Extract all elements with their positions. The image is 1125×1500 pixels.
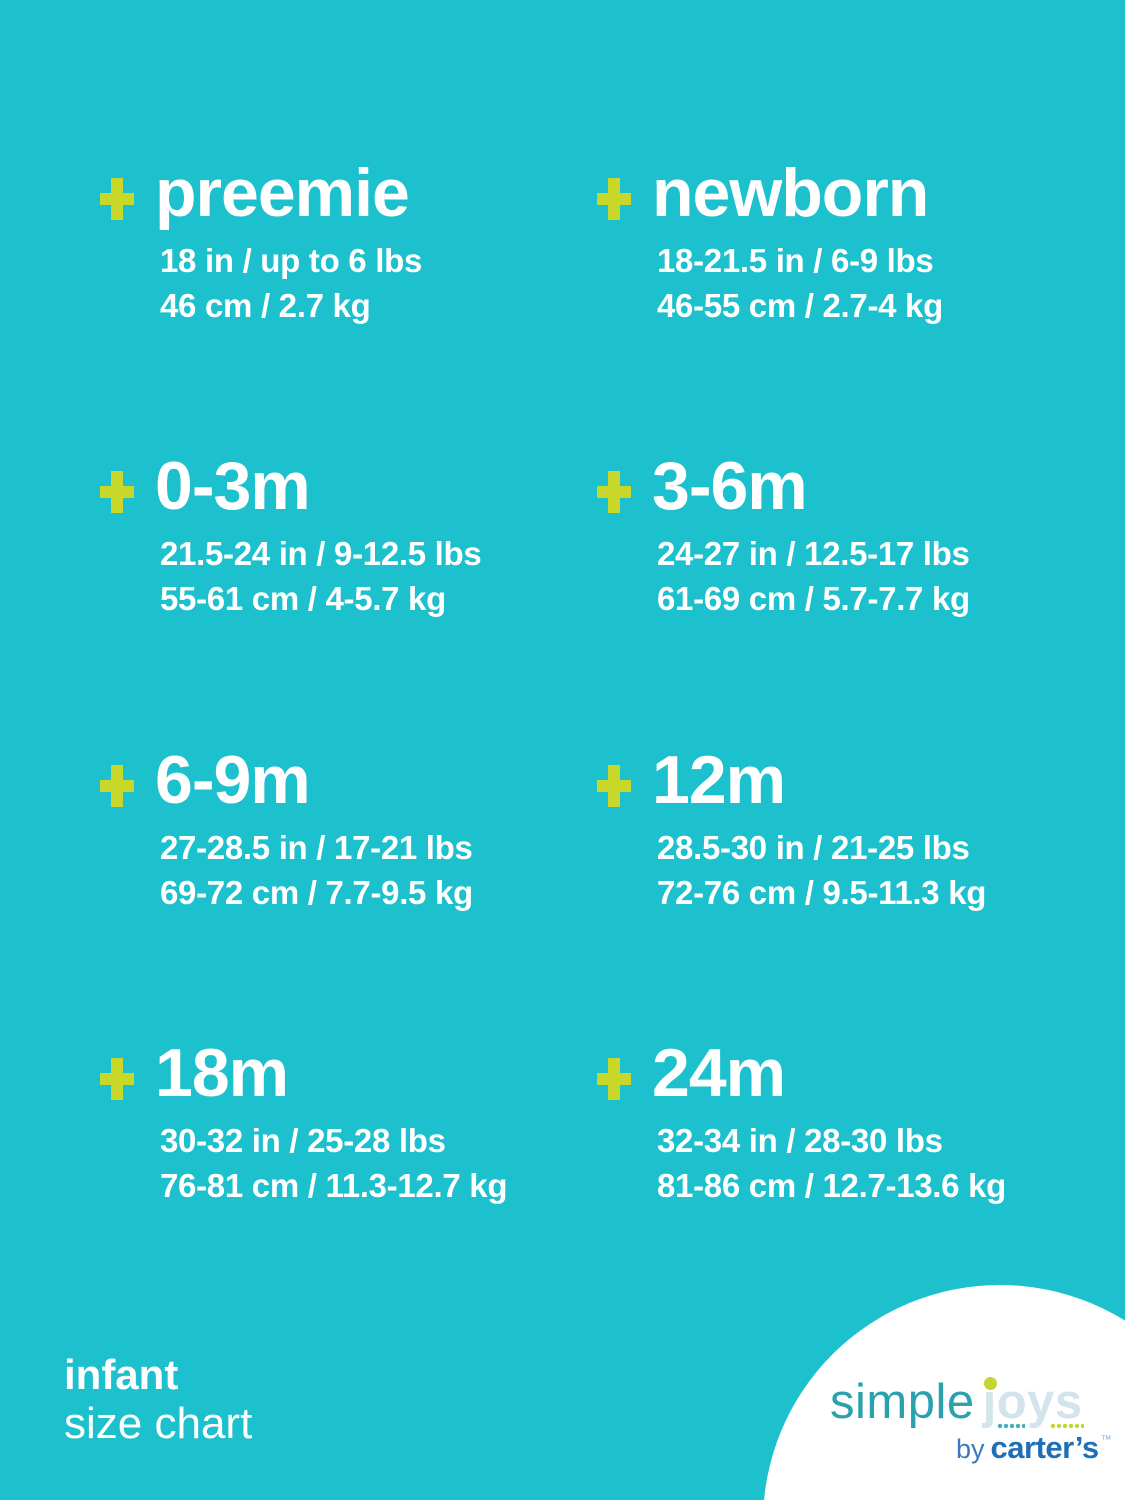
size-metric: 46 cm / 2.7 kg: [160, 287, 371, 324]
brand-byline: by carter’s ™: [956, 1430, 1112, 1466]
size-metric: 69-72 cm / 7.7-9.5 kg: [160, 874, 473, 911]
size-metric: 55-61 cm / 4-5.7 kg: [160, 580, 446, 617]
size-name: 12m: [652, 742, 786, 818]
dotted-underline-yellow-icon: [1050, 1423, 1084, 1429]
size-metric: 81-86 cm / 12.7-13.6 kg: [657, 1167, 1006, 1204]
footer-category: infant: [64, 1351, 179, 1398]
plus-icon: [597, 471, 631, 513]
size-imperial: 28.5-30 in / 21-25 lbs: [657, 829, 970, 866]
size-section-preemie: preemie 18 in / up to 6 lbs 46 cm / 2.7 …: [100, 158, 570, 328]
size-imperial: 18-21.5 in / 6-9 lbs: [657, 242, 934, 279]
brand-logo: simple joys: [830, 1374, 1083, 1430]
size-name: 18m: [155, 1035, 289, 1111]
logo-by: by: [956, 1434, 985, 1464]
size-imperial: 21.5-24 in / 9-12.5 lbs: [160, 535, 482, 572]
size-section-24m: 24m 32-34 in / 28-30 lbs 81-86 cm / 12.7…: [597, 1038, 1067, 1208]
size-name: preemie: [155, 155, 410, 231]
logo-word-joys-text: joys: [982, 1375, 1083, 1429]
plus-icon: [100, 471, 134, 513]
size-imperial: 27-28.5 in / 17-21 lbs: [160, 829, 473, 866]
size-imperial: 24-27 in / 12.5-17 lbs: [657, 535, 970, 572]
size-section-18m: 18m 30-32 in / 25-28 lbs 76-81 cm / 11.3…: [100, 1038, 570, 1208]
joys-j-dot-icon: [983, 1377, 997, 1390]
size-name: newborn: [652, 155, 929, 231]
trademark-symbol: ™: [1100, 1434, 1112, 1446]
size-name: 6-9m: [155, 742, 311, 818]
size-section-3-6m: 3-6m 24-27 in / 12.5-17 lbs 61-69 cm / 5…: [597, 451, 1067, 621]
size-name: 24m: [652, 1035, 786, 1111]
plus-icon: [100, 178, 134, 220]
plus-icon: [597, 765, 631, 807]
size-metric: 46-55 cm / 2.7-4 kg: [657, 287, 943, 324]
size-name: 0-3m: [155, 448, 311, 524]
size-imperial: 32-34 in / 28-30 lbs: [657, 1122, 943, 1159]
size-metric: 61-69 cm / 5.7-7.7 kg: [657, 580, 970, 617]
logo-brand-name: carter’s: [990, 1430, 1100, 1465]
plus-icon: [597, 1058, 631, 1100]
plus-icon: [597, 178, 631, 220]
size-section-0-3m: 0-3m 21.5-24 in / 9-12.5 lbs 55-61 cm / …: [100, 451, 570, 621]
logo-word-simple: simple: [830, 1375, 975, 1429]
size-section-6-9m: 6-9m 27-28.5 in / 17-21 lbs 69-72 cm / 7…: [100, 745, 570, 915]
size-name: 3-6m: [652, 448, 808, 524]
logo-word-joys: joys: [983, 1374, 1083, 1430]
plus-icon: [100, 1058, 134, 1100]
size-metric: 76-81 cm / 11.3-12.7 kg: [160, 1167, 508, 1204]
size-imperial: 18 in / up to 6 lbs: [160, 242, 423, 279]
footer-subtitle: size chart: [64, 1399, 253, 1448]
size-imperial: 30-32 in / 25-28 lbs: [160, 1122, 446, 1159]
size-section-12m: 12m 28.5-30 in / 21-25 lbs 72-76 cm / 9.…: [597, 745, 1067, 915]
size-metric: 72-76 cm / 9.5-11.3 kg: [657, 874, 987, 911]
plus-icon: [100, 765, 134, 807]
footer: infant size chart: [64, 1352, 252, 1448]
dotted-underline-teal-icon: [997, 1423, 1025, 1429]
size-section-newborn: newborn 18-21.5 in / 6-9 lbs 46-55 cm / …: [597, 158, 1067, 328]
